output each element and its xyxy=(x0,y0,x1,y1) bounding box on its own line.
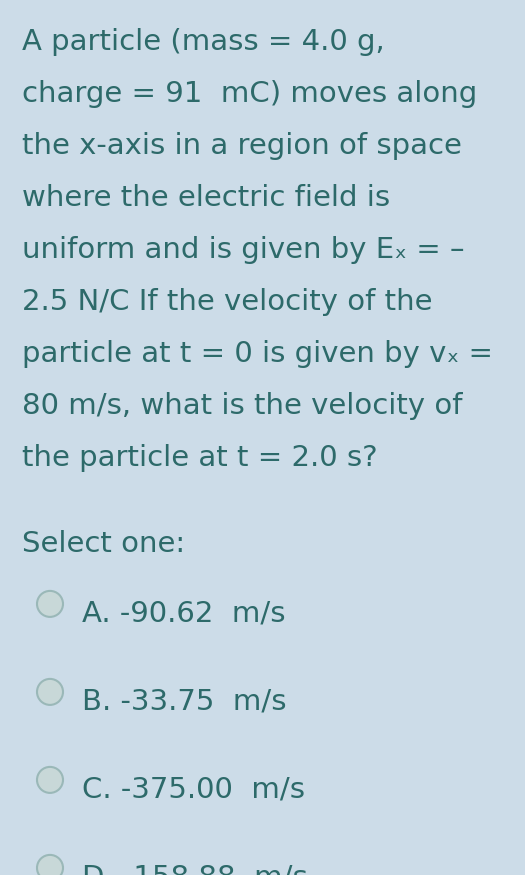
Ellipse shape xyxy=(37,591,63,617)
Ellipse shape xyxy=(37,855,63,875)
Text: Select one:: Select one: xyxy=(22,530,185,558)
Text: uniform and is given by Eₓ = –: uniform and is given by Eₓ = – xyxy=(22,236,465,264)
Text: particle at t = 0 is given by vₓ =: particle at t = 0 is given by vₓ = xyxy=(22,340,493,368)
Ellipse shape xyxy=(37,766,63,793)
Text: the x-axis in a region of space: the x-axis in a region of space xyxy=(22,132,462,160)
Text: A particle (mass = 4.0 g,: A particle (mass = 4.0 g, xyxy=(22,28,385,56)
Text: 2.5 N/C If the velocity of the: 2.5 N/C If the velocity of the xyxy=(22,288,433,316)
Text: D. -158.88  m/s: D. -158.88 m/s xyxy=(82,864,308,875)
Text: 80 m/s, what is the velocity of: 80 m/s, what is the velocity of xyxy=(22,392,463,420)
Ellipse shape xyxy=(37,679,63,705)
Text: the particle at t = 2.0 s?: the particle at t = 2.0 s? xyxy=(22,444,377,472)
Text: A. -90.62  m/s: A. -90.62 m/s xyxy=(82,600,286,628)
Text: B. -33.75  m/s: B. -33.75 m/s xyxy=(82,688,287,716)
Text: charge = 91  mC) moves along: charge = 91 mC) moves along xyxy=(22,80,477,108)
Text: where the electric field is: where the electric field is xyxy=(22,184,390,212)
Text: C. -375.00  m/s: C. -375.00 m/s xyxy=(82,776,305,804)
